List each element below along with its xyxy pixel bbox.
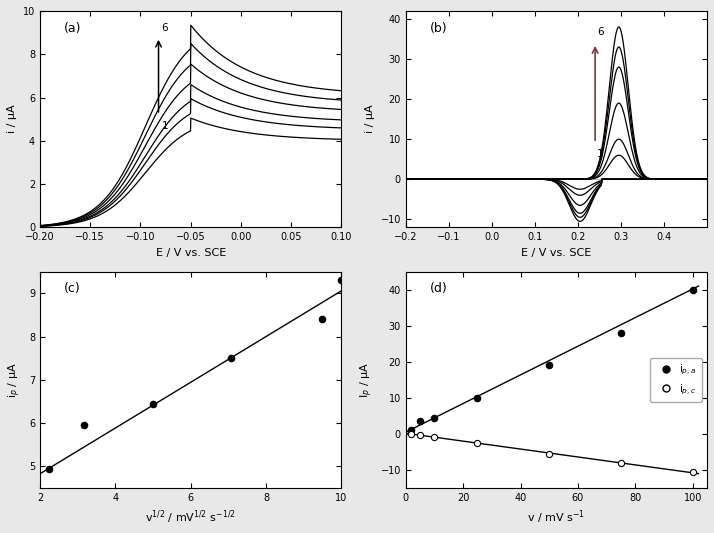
Text: (c): (c) [64, 282, 81, 295]
Point [472, 439, 483, 447]
Point [336, 276, 347, 285]
Y-axis label: I$_p$ / μA: I$_p$ / μA [358, 362, 375, 398]
X-axis label: E / V vs. SCE: E / V vs. SCE [521, 248, 591, 258]
Point [543, 361, 555, 370]
Point [414, 431, 426, 439]
Text: (b): (b) [430, 22, 448, 35]
Y-axis label: i / μA: i / μA [365, 105, 375, 133]
Point [543, 449, 555, 458]
Point [687, 285, 698, 294]
Text: (d): (d) [430, 282, 448, 295]
Text: 1: 1 [161, 122, 169, 131]
Text: 1: 1 [598, 149, 604, 159]
Point [472, 393, 483, 402]
Text: 6: 6 [598, 27, 604, 37]
X-axis label: E / V vs. SCE: E / V vs. SCE [156, 248, 226, 258]
Point [406, 426, 417, 434]
Text: 6: 6 [161, 22, 169, 33]
X-axis label: v$^{1/2}$ / mV$^{1/2}$ s$^{-1/2}$: v$^{1/2}$ / mV$^{1/2}$ s$^{-1/2}$ [146, 508, 236, 526]
Point [615, 329, 627, 337]
Point [615, 458, 627, 467]
Point [406, 430, 417, 439]
Point [316, 315, 328, 324]
Point [225, 354, 236, 362]
Point [428, 433, 440, 441]
Y-axis label: i / μA: i / μA [7, 105, 17, 133]
Point [44, 464, 55, 473]
Point [414, 417, 426, 425]
Point [78, 421, 89, 430]
Legend: i$_{p,a}$, i$_{p,c}$: i$_{p,a}$, i$_{p,c}$ [650, 358, 702, 402]
Point [428, 414, 440, 422]
Point [687, 467, 698, 476]
X-axis label: v / mV s$^{-1}$: v / mV s$^{-1}$ [528, 508, 585, 526]
Point [147, 399, 159, 408]
Text: (a): (a) [64, 22, 81, 35]
Y-axis label: i$_p$ / μA: i$_p$ / μA [7, 362, 24, 398]
